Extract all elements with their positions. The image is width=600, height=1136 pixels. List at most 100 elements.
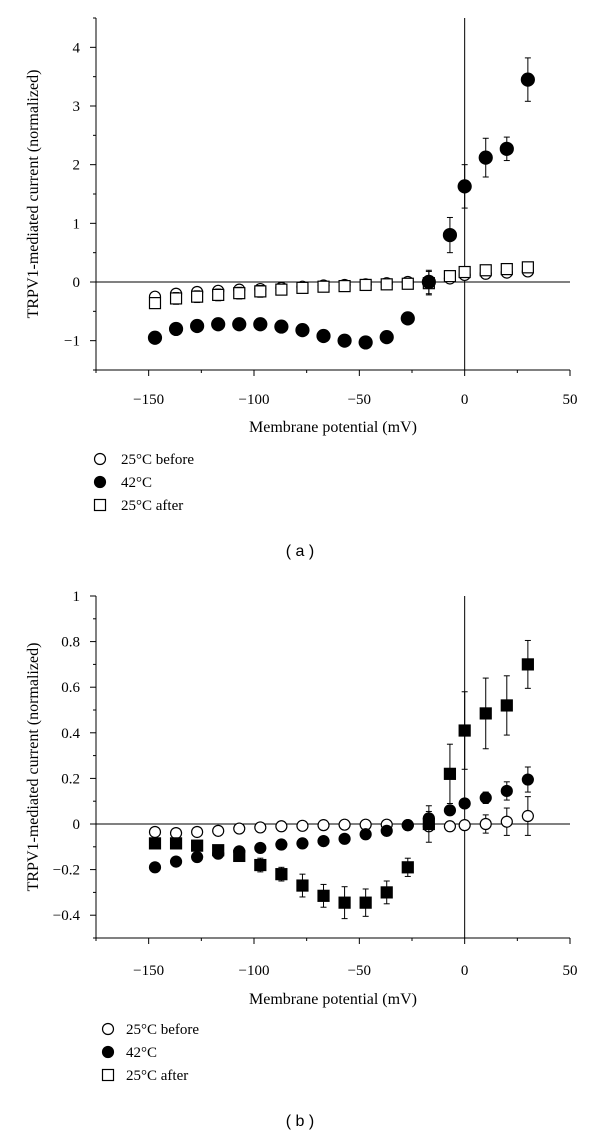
data-point (275, 838, 288, 851)
x-tick-label: −50 (348, 392, 371, 408)
data-point (521, 261, 534, 274)
x-tick-label: 0 (461, 392, 469, 408)
data-point (232, 317, 247, 332)
data-point (500, 699, 513, 712)
legend-label: 25°C after (126, 1068, 188, 1084)
data-point (520, 72, 535, 87)
data-point (458, 797, 471, 810)
panel-label: ( a ) (286, 543, 314, 560)
data-point (148, 825, 162, 839)
legend-marker (101, 1068, 115, 1082)
data-point (401, 277, 414, 290)
series-circle-filled (147, 57, 535, 350)
series-square-open (148, 261, 534, 310)
data-point (274, 319, 289, 334)
data-point (317, 889, 330, 902)
legend-label: 25°C after (121, 498, 183, 514)
y-tick-label: 0.2 (61, 771, 80, 787)
data-point (148, 297, 162, 310)
legend: 25°C before 42°C 25°C after (93, 452, 194, 514)
data-point (233, 287, 246, 300)
data-point (337, 333, 352, 348)
data-point (316, 328, 331, 344)
data-point (296, 837, 309, 850)
legend-label: 25°C before (121, 452, 194, 468)
x-tick-label: 0 (461, 963, 469, 979)
legend-marker (93, 452, 107, 466)
legend-marker (101, 1022, 115, 1036)
data-point (168, 321, 184, 337)
y-tick-label: 2 (73, 158, 81, 174)
data-point (479, 791, 492, 804)
x-axis-title: Membrane potential (mV) (249, 991, 417, 1008)
panel-b: −150 −100 −50 0 50 −0.4 −0.2 0 0.2 0.4 0.6 0.8 1 Memb… (25, 589, 578, 1130)
legend-label: 42°C (126, 1045, 157, 1061)
series-circle-open (148, 796, 534, 840)
data-point (191, 825, 204, 839)
data-point (317, 280, 330, 293)
data-point (380, 886, 393, 899)
y-axis-title: TRPV1-mediated current (normalized) (25, 643, 42, 892)
data-point (521, 658, 534, 671)
data-point (296, 879, 309, 892)
data-point (296, 819, 309, 832)
data-point (254, 285, 267, 298)
data-point (500, 262, 513, 276)
y-tick-label: 0.4 (61, 726, 80, 742)
data-point (380, 824, 393, 837)
data-point (253, 317, 268, 332)
y-axis-title: TRPV1-mediated current (normalized) (25, 70, 42, 319)
legend-marker (93, 498, 107, 512)
data-point (359, 896, 372, 909)
data-point (380, 278, 393, 291)
legend: 25°C before 42°C 25°C after (101, 1022, 199, 1084)
data-point (479, 264, 492, 277)
data-point (521, 809, 534, 823)
data-point (500, 815, 513, 828)
data-point (317, 834, 330, 848)
data-point (457, 179, 472, 194)
x-tick-label: 50 (563, 963, 578, 979)
data-point (338, 280, 351, 293)
data-point (254, 858, 267, 872)
legend-label: 42°C (121, 475, 152, 491)
x-tick-label: 50 (563, 392, 578, 408)
data-point (275, 868, 288, 881)
data-point (421, 274, 436, 290)
data-point (233, 822, 246, 835)
y-tick-label: 0.8 (61, 635, 80, 651)
data-point (191, 290, 204, 303)
data-point (191, 850, 204, 864)
data-point (338, 818, 351, 831)
data-point (499, 141, 514, 156)
data-point (359, 278, 372, 292)
data-point (295, 323, 310, 338)
data-point (338, 832, 351, 845)
data-point (458, 724, 471, 737)
data-point (169, 827, 183, 840)
data-point (169, 292, 183, 305)
data-point (147, 330, 163, 345)
data-point (422, 817, 435, 831)
data-point (148, 837, 162, 850)
data-point (443, 820, 457, 833)
data-point (212, 844, 225, 857)
data-point (211, 317, 226, 332)
data-point (254, 841, 267, 855)
y-tick-label: −0.4 (53, 908, 81, 924)
x-tick-label: −100 (239, 963, 270, 979)
x-tick-label: −150 (133, 963, 164, 979)
y-tick-label: 4 (73, 40, 81, 56)
data-point (212, 824, 225, 837)
legend-marker (101, 1045, 115, 1059)
data-point (212, 288, 225, 302)
data-point (458, 819, 471, 832)
data-point (442, 227, 458, 243)
data-point (169, 855, 183, 868)
data-point (233, 849, 246, 863)
legend-label: 25°C before (126, 1022, 199, 1038)
x-axis-title: Membrane potential (mV) (249, 419, 417, 436)
data-point (359, 828, 372, 841)
y-tick-label: 1 (73, 589, 81, 605)
